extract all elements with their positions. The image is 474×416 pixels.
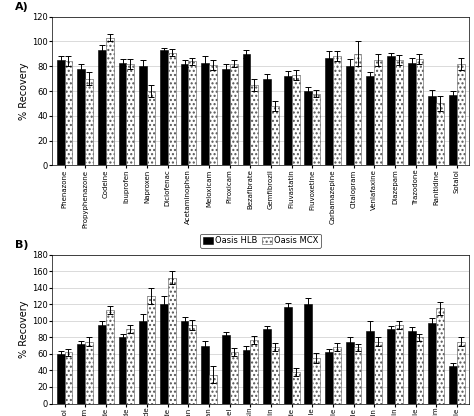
Bar — [271, 347, 279, 404]
Bar — [139, 321, 147, 404]
Bar — [304, 305, 312, 404]
Bar — [374, 342, 382, 404]
Bar — [346, 66, 354, 166]
Bar — [354, 54, 362, 166]
Bar — [284, 76, 292, 166]
Bar — [139, 66, 147, 166]
Bar — [312, 358, 320, 404]
Bar — [354, 347, 362, 404]
Bar — [77, 344, 85, 404]
Bar — [449, 366, 457, 404]
Bar — [243, 54, 250, 166]
Bar — [118, 337, 127, 404]
Bar — [333, 347, 341, 404]
Bar — [284, 307, 292, 404]
Bar — [387, 56, 395, 166]
Bar — [292, 75, 300, 166]
Bar — [366, 331, 374, 404]
Bar — [304, 91, 312, 166]
Bar — [325, 352, 333, 404]
Bar — [325, 57, 333, 166]
Bar — [333, 56, 341, 166]
Bar — [346, 342, 354, 404]
Bar — [436, 104, 444, 166]
Bar — [263, 79, 271, 166]
Bar — [416, 337, 423, 404]
Bar — [374, 60, 382, 166]
Bar — [181, 321, 189, 404]
Bar — [98, 325, 106, 404]
Y-axis label: % Recovery: % Recovery — [19, 62, 29, 120]
Bar — [366, 76, 374, 166]
Bar — [85, 79, 93, 166]
Bar — [106, 310, 114, 404]
Bar — [147, 91, 155, 166]
Bar — [160, 50, 168, 166]
Bar — [263, 329, 271, 404]
Bar — [312, 94, 320, 166]
Bar — [416, 59, 423, 166]
Bar — [222, 335, 230, 404]
Bar — [77, 69, 85, 166]
Text: B): B) — [15, 240, 28, 250]
Bar — [395, 60, 403, 166]
Bar — [168, 278, 176, 404]
Bar — [189, 325, 196, 404]
Bar — [457, 64, 465, 166]
Bar — [147, 296, 155, 404]
Bar — [230, 352, 237, 404]
Bar — [428, 96, 436, 166]
Bar — [85, 342, 93, 404]
Bar — [201, 62, 209, 166]
Bar — [250, 340, 258, 404]
Bar — [408, 62, 416, 166]
Bar — [292, 372, 300, 404]
Bar — [127, 64, 134, 166]
Bar — [271, 106, 279, 166]
Bar — [209, 374, 217, 404]
Bar — [209, 65, 217, 166]
Bar — [57, 354, 64, 404]
Bar — [98, 50, 106, 166]
Bar — [181, 64, 189, 166]
Bar — [222, 69, 230, 166]
Bar — [395, 325, 403, 404]
Bar — [449, 95, 457, 166]
Bar — [160, 305, 168, 404]
Bar — [57, 60, 64, 166]
Bar — [250, 85, 258, 166]
Bar — [428, 322, 436, 404]
Y-axis label: % Recovery: % Recovery — [19, 300, 29, 358]
Bar — [243, 350, 250, 404]
Bar — [230, 64, 237, 166]
Bar — [408, 331, 416, 404]
Bar — [64, 352, 73, 404]
Bar — [201, 346, 209, 404]
Bar — [457, 342, 465, 404]
Bar — [436, 308, 444, 404]
Bar — [387, 329, 395, 404]
Bar — [106, 38, 114, 166]
Bar — [118, 62, 127, 166]
Bar — [127, 329, 134, 404]
Bar — [168, 52, 176, 166]
Bar — [189, 61, 196, 166]
Text: A): A) — [15, 2, 28, 12]
Legend: Oasis HLB, Oasis MCX: Oasis HLB, Oasis MCX — [200, 233, 321, 248]
Bar — [64, 61, 73, 166]
